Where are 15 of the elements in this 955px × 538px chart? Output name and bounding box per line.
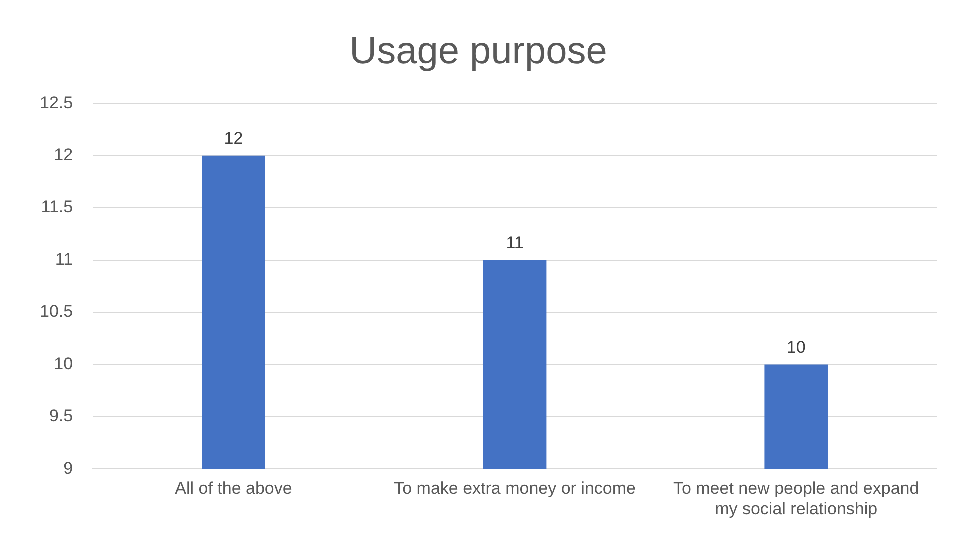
y-tick-label: 12.5 bbox=[40, 93, 74, 112]
y-tick-label: 10 bbox=[54, 354, 74, 374]
y-tick-label: 11 bbox=[55, 250, 74, 269]
y-tick-label: 12 bbox=[54, 146, 74, 165]
x-tick-label: All of the above bbox=[175, 479, 292, 498]
x-tick-label: To meet new people and expand my social relationship bbox=[673, 479, 920, 518]
y-tick-label: 11.5 bbox=[41, 198, 74, 217]
data-label: 11 bbox=[506, 233, 524, 252]
x-tick-label: To make extra money or income bbox=[394, 479, 636, 498]
data-label: 10 bbox=[786, 338, 806, 357]
y-tick-label: 10.5 bbox=[40, 302, 74, 322]
y-tick-label: 9.5 bbox=[49, 406, 74, 426]
y-tick-label: 9 bbox=[64, 458, 74, 478]
chart-title: Usage purpose bbox=[350, 30, 608, 72]
data-label: 12 bbox=[224, 129, 244, 148]
